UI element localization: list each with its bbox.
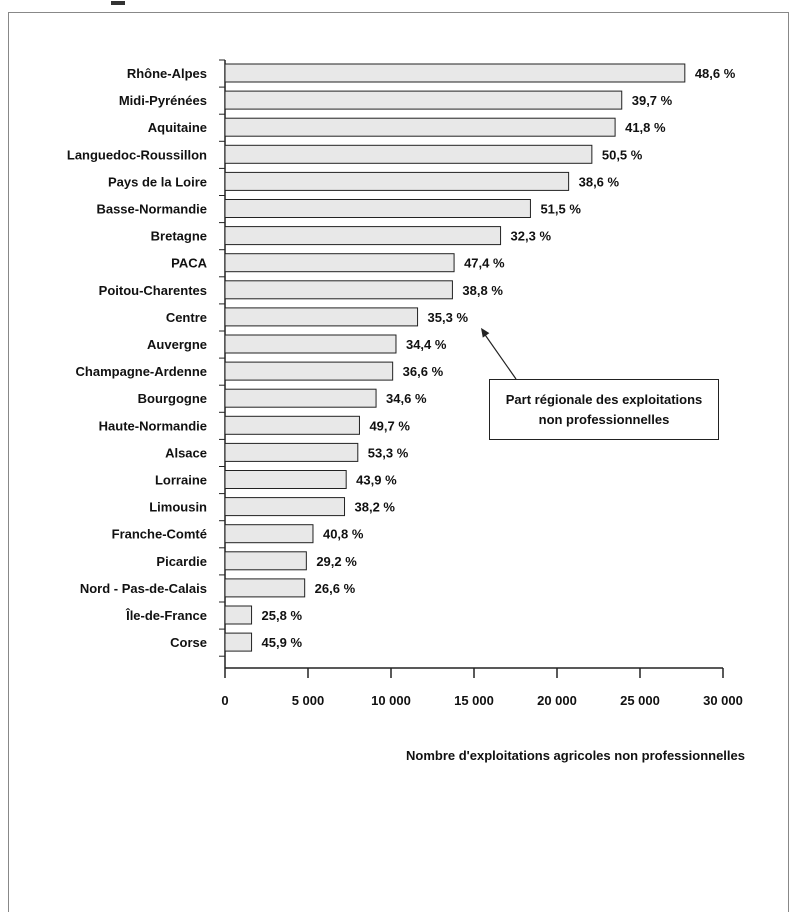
value-label: 48,6 %: [695, 66, 736, 81]
category-label: Nord - Pas-de-Calais: [80, 581, 207, 596]
value-label: 47,4 %: [464, 256, 505, 271]
value-label: 35,3 %: [428, 310, 469, 325]
bar: [224, 63, 686, 83]
value-label: 38,6 %: [579, 174, 620, 189]
bar: [224, 632, 253, 652]
value-label: 39,7 %: [632, 93, 673, 108]
value-label: 32,3 %: [511, 229, 552, 244]
category-label: Midi-Pyrénées: [119, 93, 207, 108]
category-label: Lorraine: [155, 473, 207, 488]
category-label: Alsace: [165, 445, 207, 460]
bar: [224, 144, 593, 164]
x-tick-label: 30 000: [703, 693, 743, 708]
category-label: Aquitaine: [148, 120, 207, 135]
value-label: 29,2 %: [316, 554, 357, 569]
category-label: Languedoc-Roussillon: [67, 147, 207, 162]
bar: [224, 551, 307, 571]
category-label: Bretagne: [151, 229, 207, 244]
value-label: 45,9 %: [262, 635, 303, 650]
category-label: Champagne-Ardenne: [76, 364, 207, 379]
value-label: 53,3 %: [368, 445, 409, 460]
bar: [224, 199, 531, 218]
bar: [224, 442, 359, 462]
annotation-line-2: non professionnelles: [538, 411, 670, 427]
value-label: 38,8 %: [462, 283, 503, 298]
annotation-box: Part régionale des exploitations non pro…: [489, 379, 719, 440]
bar: [224, 280, 453, 300]
value-label: 50,5 %: [602, 147, 643, 162]
bar: [224, 605, 253, 625]
annotation-arrow-head: [481, 327, 490, 338]
bar: [224, 226, 502, 246]
top-cut-fragment: [9, 1, 259, 23]
value-label: 34,6 %: [386, 391, 427, 406]
category-label: Île-de-France: [125, 608, 207, 623]
category-label: Pays de la Loire: [108, 174, 207, 189]
category-label: Bourgogne: [138, 391, 207, 406]
category-label: Picardie: [156, 554, 207, 569]
category-label: Centre: [166, 310, 207, 325]
bar: [224, 578, 306, 598]
x-tick-label: 10 000: [371, 693, 411, 708]
value-label: 26,6 %: [315, 581, 356, 596]
x-axis-label: Nombre d'exploitations agricoles non pro…: [406, 748, 745, 763]
value-label: 51,5 %: [540, 202, 581, 217]
category-label: Poitou-Charentes: [99, 283, 207, 298]
bar: [224, 415, 360, 435]
bar: [224, 470, 347, 489]
value-label: 34,4 %: [406, 337, 447, 352]
chart-frame: [8, 1, 789, 912]
bar: [224, 117, 616, 137]
bar: [224, 388, 377, 408]
annotation-line-1: Part régionale des exploitations: [505, 391, 703, 407]
value-label: 49,7 %: [369, 418, 410, 433]
value-label: 40,8 %: [323, 527, 364, 542]
bar: [224, 361, 394, 381]
annotation-arrow-line: [482, 331, 517, 380]
category-label: Basse-Normandie: [96, 202, 207, 217]
bar: [224, 90, 623, 110]
category-label: Limousin: [149, 500, 207, 515]
value-label: 43,9 %: [356, 473, 397, 488]
category-label: Auvergne: [147, 337, 207, 352]
category-label: Haute-Normandie: [99, 418, 207, 433]
x-tick-label: 15 000: [454, 693, 494, 708]
category-label: PACA: [171, 256, 207, 271]
bar: [224, 253, 455, 273]
bar-chart: Rhône-Alpes 48,6 % Midi-Pyrénées 39,7 % Aqui…: [67, 59, 745, 763]
bar: [224, 524, 314, 544]
cut-title-fragment: [111, 1, 125, 5]
bar: [224, 497, 346, 517]
x-tick-label: 0: [221, 693, 228, 708]
value-label: 25,8 %: [262, 608, 303, 623]
category-label: Corse: [170, 635, 207, 650]
bar: [224, 307, 419, 327]
value-label: 38,2 %: [355, 500, 396, 515]
x-tick-label: 5 000: [292, 693, 325, 708]
x-tick-label: 25 000: [620, 693, 660, 708]
value-label: 36,6 %: [403, 364, 444, 379]
x-tick-label: 20 000: [537, 693, 577, 708]
category-label: Rhône-Alpes: [127, 66, 207, 81]
bar: [224, 171, 570, 191]
bar: [224, 334, 397, 354]
value-label: 41,8 %: [625, 120, 666, 135]
category-label: Franche-Comté: [112, 527, 207, 542]
